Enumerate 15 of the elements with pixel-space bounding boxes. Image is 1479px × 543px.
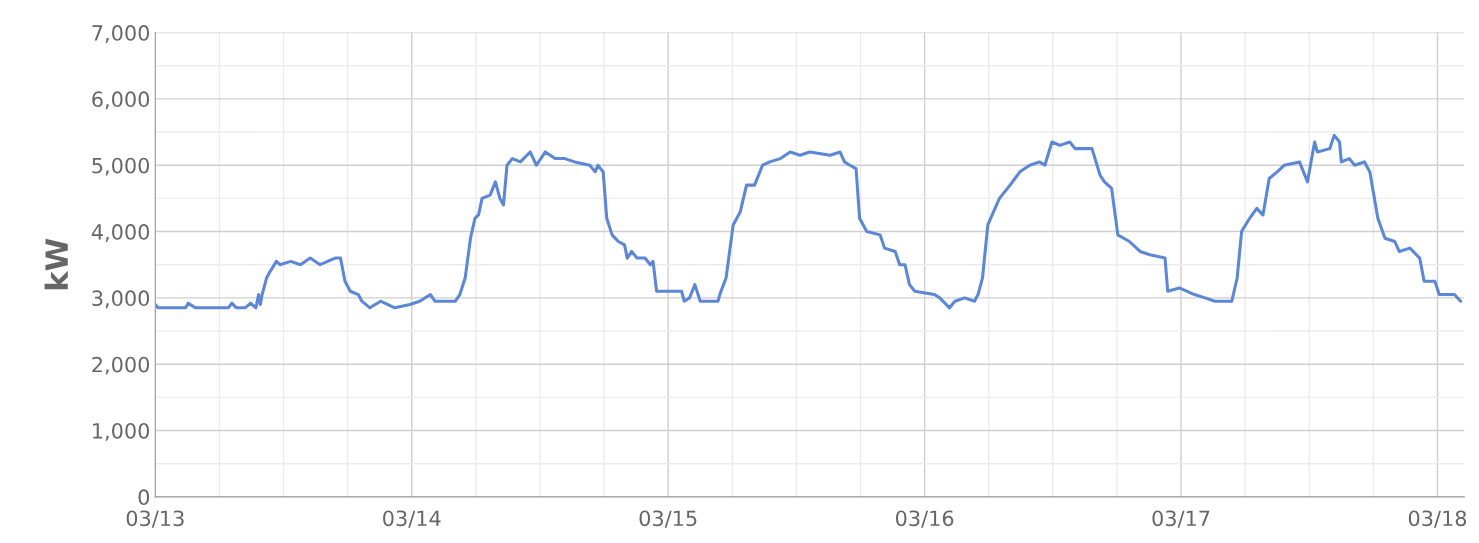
- y-tick-label: 5,000: [92, 157, 150, 176]
- y-tick-label: 1,000: [93, 422, 150, 441]
- x-tick-label: 03/18: [1408, 510, 1467, 528]
- y-tick-label: 3,000: [92, 290, 150, 309]
- y-tick-label: 7,000: [92, 25, 150, 43]
- y-axis-title: kW: [44, 238, 68, 290]
- x-tick-label: 03/14: [383, 510, 441, 528]
- y-tick-label: 6,000: [92, 91, 150, 110]
- x-tick-label: 03/13: [126, 510, 184, 528]
- x-tick-label: 03/17: [1152, 510, 1210, 528]
- x-tick-label: 03/16: [895, 510, 954, 528]
- x-tick-label: 03/15: [639, 510, 697, 528]
- y-tick-label: 4,000: [91, 224, 150, 242]
- y-tick-label: 0: [138, 489, 150, 506]
- y-tick-label: 2,000: [92, 356, 150, 375]
